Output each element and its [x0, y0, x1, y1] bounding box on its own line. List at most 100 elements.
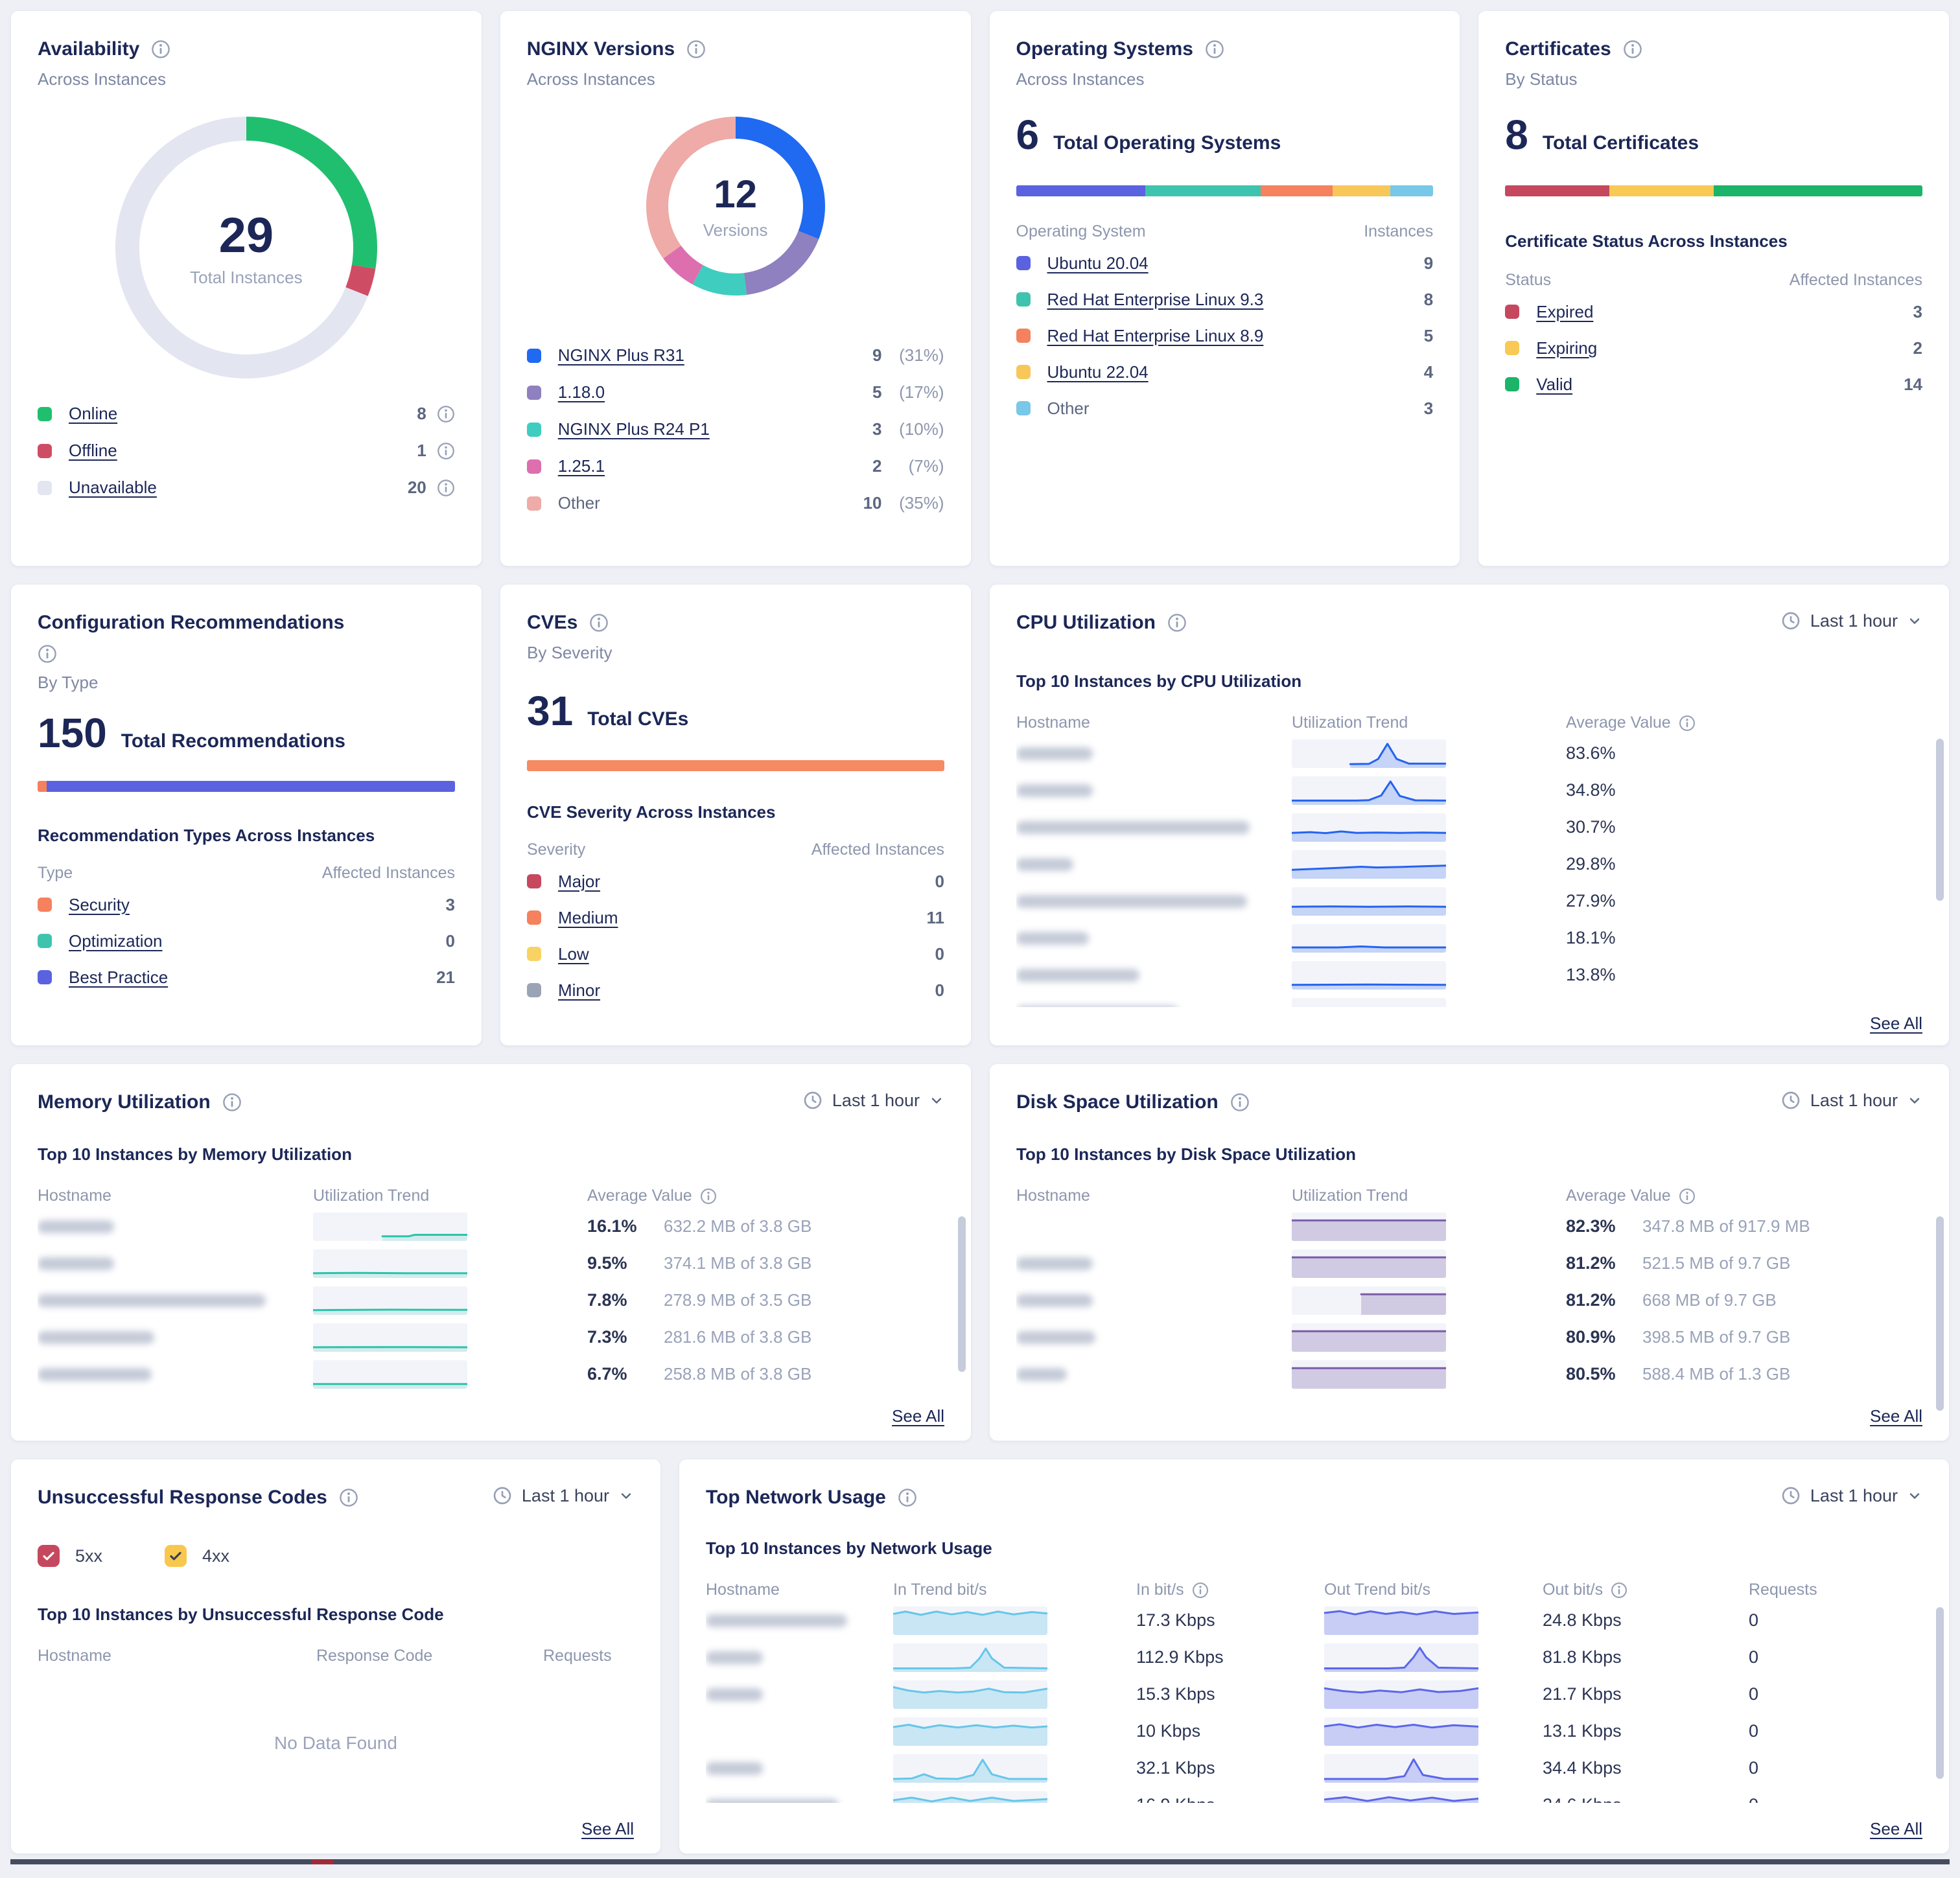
info-icon[interactable] [1679, 1188, 1696, 1205]
hostname-blurred-link[interactable] [1016, 747, 1093, 760]
row-label-link[interactable]: Red Hat Enterprise Linux 9.3 [1047, 289, 1264, 309]
legend-label-link[interactable]: NGINX Plus R24 P1 [557, 419, 710, 439]
filter-5xx[interactable]: 5xx [38, 1545, 102, 1567]
row-label-link[interactable]: Low [558, 944, 589, 964]
row-value: 21 [436, 967, 455, 987]
bar-segment [1016, 185, 1146, 196]
info-icon[interactable] [222, 1093, 242, 1112]
info-icon[interactable] [1611, 1582, 1628, 1599]
row-label-link[interactable]: Ubuntu 20.04 [1047, 253, 1149, 273]
hostname-blurred-link[interactable] [1016, 1257, 1093, 1270]
info-icon[interactable] [589, 613, 609, 632]
info-icon[interactable] [1679, 715, 1696, 732]
see-all-link[interactable]: See All [892, 1406, 944, 1426]
column-header: Utilization Trend [1292, 713, 1408, 732]
legend-label-link[interactable]: Unavailable [69, 478, 157, 497]
legend-swatch [526, 348, 541, 363]
see-all-link[interactable]: See All [581, 1819, 634, 1838]
row-label-link[interactable]: Best Practice [69, 967, 169, 987]
see-all-link[interactable]: See All [1870, 1406, 1922, 1426]
checkbox-5xx[interactable] [38, 1545, 60, 1567]
row-label-link[interactable]: Expiring [1536, 338, 1598, 358]
legend-label-link[interactable]: Online [69, 404, 118, 423]
legend-label-link[interactable]: NGINX Plus R31 [557, 345, 684, 365]
row-value: 4 [1423, 362, 1434, 382]
filter-4xx[interactable]: 4xx [165, 1545, 229, 1567]
info-icon[interactable] [1205, 40, 1224, 59]
row-label-link[interactable]: Security [69, 894, 130, 914]
row-label-link[interactable]: Expired [1536, 301, 1594, 321]
time-range-dropdown[interactable]: Last 1 hour [1780, 610, 1922, 631]
hostname-blurred-link[interactable] [1016, 857, 1073, 871]
info-icon[interactable] [686, 40, 706, 59]
hostname-blurred-link[interactable] [38, 1257, 114, 1270]
row-label-link[interactable]: Major [558, 871, 601, 891]
hostname-blurred-link[interactable] [1016, 1367, 1067, 1381]
info-icon[interactable] [437, 442, 455, 460]
hostname-blurred-link[interactable] [1016, 894, 1247, 908]
average-value-detail: 668 MB of 9.7 GB [1642, 1290, 1777, 1310]
scrollbar-thumb[interactable] [958, 1216, 966, 1372]
row-label-link[interactable]: Minor [558, 980, 601, 1000]
chevron-down-icon [929, 1093, 944, 1108]
hostname-blurred-link[interactable] [1016, 1293, 1093, 1307]
info-icon[interactable] [1167, 613, 1187, 632]
row-label-link[interactable]: Red Hat Enterprise Linux 8.9 [1047, 325, 1264, 345]
table-row: 80.5% 588.4 MB of 1.3 GB [1016, 1356, 1922, 1393]
row-swatch [527, 983, 541, 997]
hostname-blurred-link[interactable] [38, 1220, 114, 1233]
row-swatch [1505, 305, 1520, 319]
info-icon[interactable] [700, 1188, 717, 1205]
legend-label-link[interactable]: 1.18.0 [557, 382, 605, 402]
time-range-dropdown[interactable]: Last 1 hour [1780, 1485, 1922, 1506]
row-swatch [1016, 329, 1031, 343]
hostname-blurred-link[interactable] [706, 1614, 847, 1627]
time-range-dropdown[interactable]: Last 1 hour [802, 1090, 944, 1111]
scrollbar-thumb[interactable] [1936, 1216, 1944, 1411]
hostname-blurred-link[interactable] [1016, 783, 1093, 797]
see-all-link[interactable]: See All [1870, 1819, 1922, 1838]
column-header: Utilization Trend [313, 1187, 430, 1205]
legend-label-link[interactable]: 1.25.1 [557, 456, 605, 476]
table-header: Operating System Instances [1016, 222, 1434, 241]
hostname-blurred-link[interactable] [706, 1651, 763, 1664]
time-range-dropdown[interactable]: Last 1 hour [1780, 1090, 1922, 1111]
time-range-dropdown[interactable]: Last 1 hour [492, 1485, 634, 1506]
hostname-blurred-link[interactable] [706, 1687, 763, 1701]
hostname-blurred-link[interactable] [38, 1293, 266, 1307]
row-label-link[interactable]: Valid [1536, 374, 1573, 394]
row-label-link[interactable]: Optimization [69, 931, 163, 951]
legend-label-link[interactable]: Offline [69, 441, 117, 460]
info-icon[interactable] [1230, 1093, 1250, 1112]
hostname-blurred-link[interactable] [1016, 931, 1089, 945]
info-icon[interactable] [437, 405, 455, 423]
see-all-link[interactable]: See All [1870, 1014, 1922, 1033]
sparkline [1324, 1757, 1478, 1783]
row-swatch [527, 947, 541, 961]
info-icon[interactable] [38, 644, 455, 664]
hostname-blurred-link[interactable] [1016, 1330, 1095, 1344]
info-icon[interactable] [1623, 40, 1642, 59]
table-row: 7.8% 278.9 MB of 3.5 GB [38, 1282, 944, 1319]
info-icon[interactable] [1192, 1582, 1209, 1599]
scrollbar-thumb[interactable] [1936, 739, 1944, 901]
info-icon[interactable] [151, 40, 170, 59]
chevron-down-icon [1907, 613, 1922, 629]
hostname-blurred-link[interactable] [706, 1798, 839, 1803]
hostname-blurred-link[interactable] [706, 1761, 763, 1775]
row-label-link[interactable]: Medium [558, 907, 618, 927]
hostname-blurred-link[interactable] [1016, 1005, 1178, 1007]
hostname-blurred-link[interactable] [38, 1367, 152, 1381]
checkbox-4xx[interactable] [165, 1545, 187, 1567]
hostname-blurred-link[interactable] [1016, 820, 1250, 834]
info-icon[interactable] [339, 1488, 358, 1507]
info-icon[interactable] [898, 1488, 917, 1507]
table-row: 10 Kbps 13.1 Kbps 0 [706, 1713, 1922, 1750]
availability-legend: Online 8 Offline 1 Unavailable 20 [38, 395, 455, 506]
hostname-blurred-link[interactable] [38, 1330, 154, 1344]
scrollbar-thumb[interactable] [1936, 1607, 1944, 1779]
info-icon[interactable] [437, 479, 455, 497]
hostname-blurred-link[interactable] [1016, 968, 1139, 982]
row-label-link[interactable]: Ubuntu 22.04 [1047, 362, 1149, 382]
